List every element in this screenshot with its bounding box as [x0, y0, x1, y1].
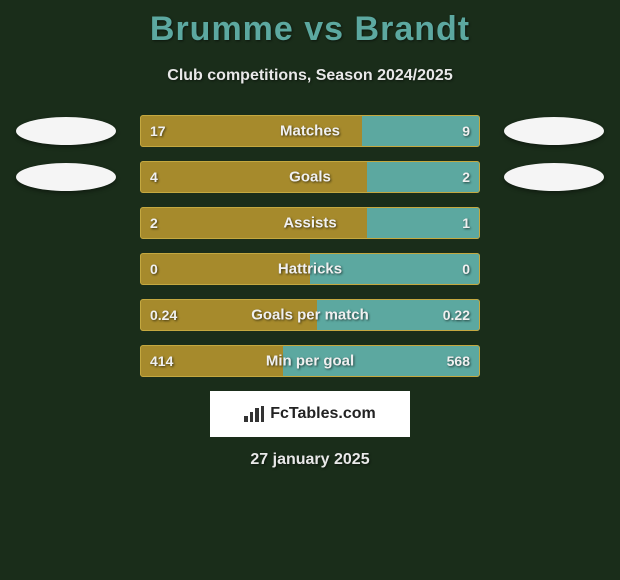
stats-container: 17 Matches 9 4 Goals 2 2 Assists 1 0 Hattricks 0 0.2… — [0, 115, 620, 377]
stat-label: Goals — [289, 169, 331, 186]
stat-value-right: 1 — [462, 215, 470, 231]
stat-row: 414 Min per goal 568 — [10, 345, 610, 377]
stat-value-right: 9 — [462, 123, 470, 139]
stat-value-right: 2 — [462, 169, 470, 185]
stat-row: 0 Hattricks 0 — [10, 253, 610, 285]
stat-label: Hattricks — [278, 261, 342, 278]
comparison-subtitle: Club competitions, Season 2024/2025 — [0, 67, 620, 85]
stat-bar: 414 Min per goal 568 — [140, 345, 480, 377]
attribution-badge: FcTables.com — [210, 391, 410, 437]
bars-icon — [244, 406, 264, 422]
stat-label: Goals per match — [251, 307, 369, 324]
stat-bar: 4 Goals 2 — [140, 161, 480, 193]
player-right-badge — [504, 117, 604, 145]
player-right-badge — [504, 163, 604, 191]
bar-left — [140, 161, 367, 193]
stat-value-right: 0.22 — [443, 307, 470, 323]
stat-value-left: 17 — [150, 123, 166, 139]
comparison-title: Brumme vs Brandt — [0, 0, 620, 49]
stat-row: 2 Assists 1 — [10, 207, 610, 239]
stat-value-left: 4 — [150, 169, 158, 185]
stat-row: 4 Goals 2 — [10, 161, 610, 193]
stat-bar: 0 Hattricks 0 — [140, 253, 480, 285]
stat-value-right: 568 — [447, 353, 470, 369]
footer-date: 27 january 2025 — [0, 451, 620, 469]
player-left-badge — [16, 163, 116, 191]
stat-value-left: 0 — [150, 261, 158, 277]
stat-bar: 2 Assists 1 — [140, 207, 480, 239]
stat-value-left: 2 — [150, 215, 158, 231]
stat-value-left: 414 — [150, 353, 173, 369]
stat-label: Matches — [280, 123, 340, 140]
stat-bar: 17 Matches 9 — [140, 115, 480, 147]
stat-label: Assists — [283, 215, 336, 232]
stat-value-left: 0.24 — [150, 307, 177, 323]
stat-row: 17 Matches 9 — [10, 115, 610, 147]
player-left-badge — [16, 117, 116, 145]
attribution-text: FcTables.com — [270, 405, 376, 423]
stat-row: 0.24 Goals per match 0.22 — [10, 299, 610, 331]
stat-label: Min per goal — [266, 353, 354, 370]
stat-bar: 0.24 Goals per match 0.22 — [140, 299, 480, 331]
stat-value-right: 0 — [462, 261, 470, 277]
